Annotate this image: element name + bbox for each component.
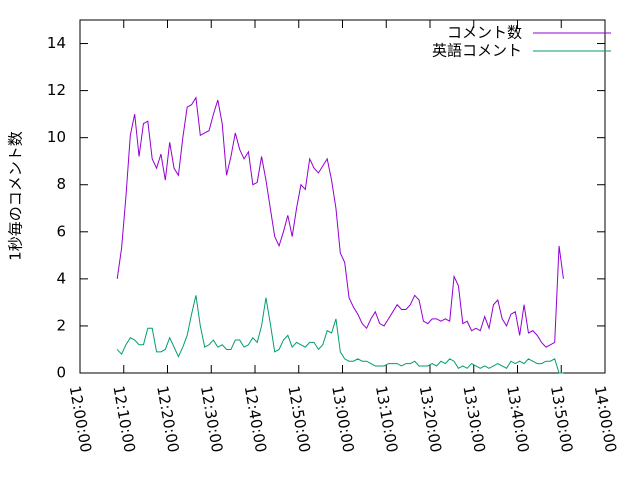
x-tick-label: 13:00:00 [328, 384, 357, 453]
x-tick-label: 12:40:00 [241, 384, 270, 453]
x-tick-label: 12:00:00 [66, 384, 95, 453]
x-tick-label: 12:10:00 [109, 384, 138, 453]
legend-label: 英語コメント [432, 42, 522, 60]
y-axis-label: 1秒毎のコメント数 [7, 131, 25, 261]
x-tick-label: 13:30:00 [459, 384, 488, 453]
y-tick-label: 6 [56, 222, 66, 240]
x-tick-label: 14:00:00 [591, 384, 620, 453]
x-tick-label: 12:50:00 [284, 384, 313, 453]
y-tick-label: 4 [56, 269, 66, 287]
x-tick-label: 13:10:00 [372, 384, 401, 453]
x-tick-label: 13:50:00 [547, 384, 576, 453]
y-tick-label: 12 [47, 81, 66, 99]
y-tick-label: 0 [56, 364, 66, 382]
legend-label: コメント数 [447, 24, 522, 42]
series-line [116, 96, 564, 348]
series-line [116, 295, 564, 374]
x-tick-label: 12:20:00 [153, 384, 182, 453]
y-tick-label: 2 [56, 316, 66, 334]
x-tick-label: 12:30:00 [197, 384, 226, 453]
x-tick-label: 13:40:00 [503, 384, 532, 453]
y-tick-label: 14 [47, 34, 66, 52]
y-tick-label: 8 [56, 175, 66, 193]
x-tick-label: 13:20:00 [416, 384, 445, 453]
y-tick-label: 10 [47, 128, 66, 146]
